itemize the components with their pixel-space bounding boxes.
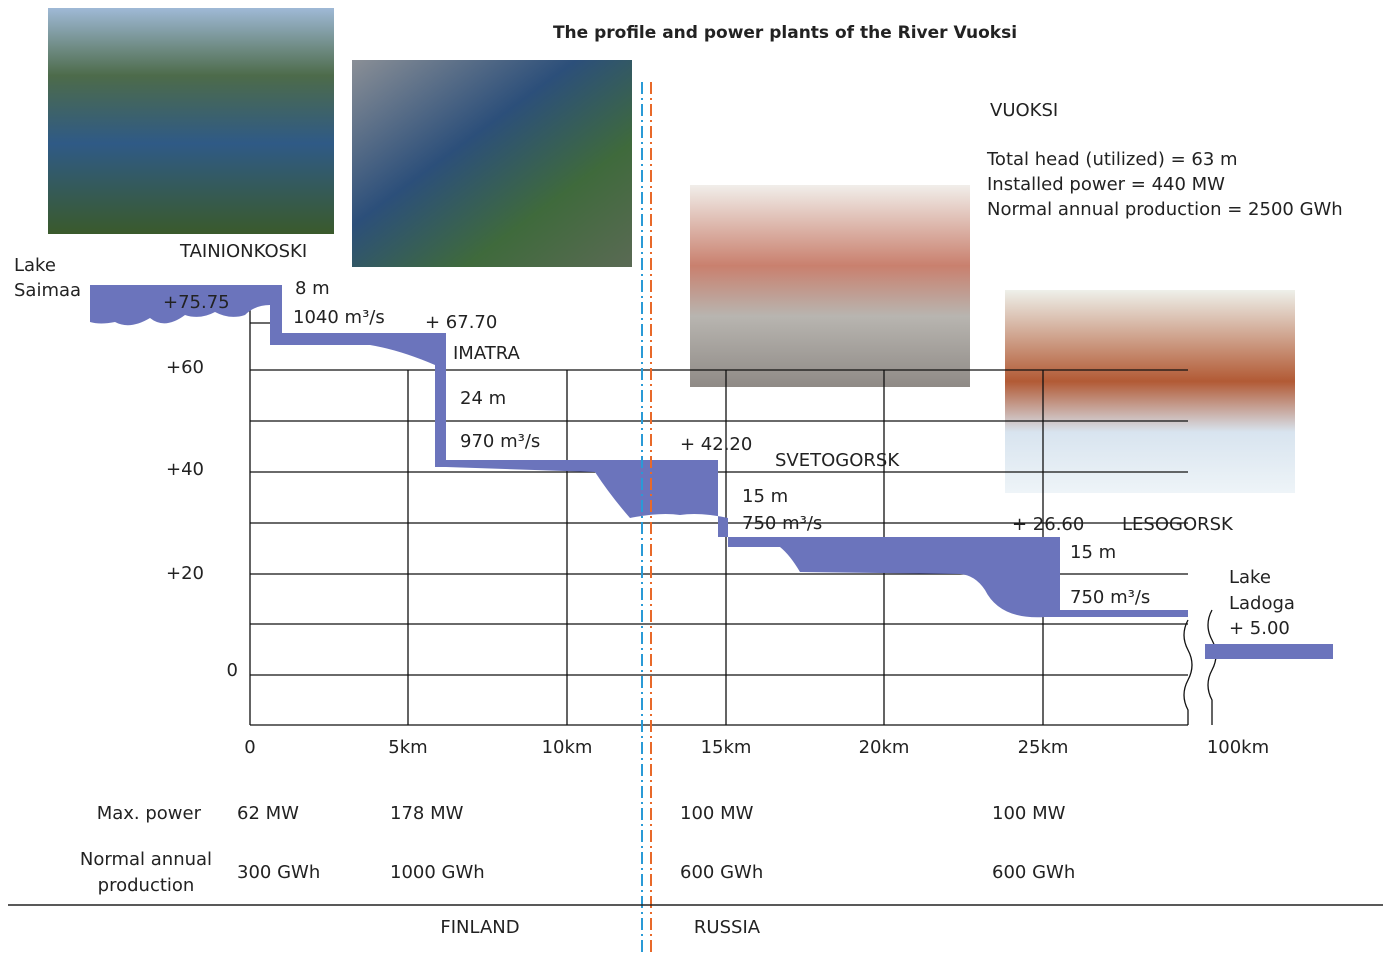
distance-label: 15km xyxy=(701,737,752,758)
plant-flow: 1040 m³/s xyxy=(293,307,385,328)
row-label: production xyxy=(98,875,195,896)
summary-name: VUOKSI xyxy=(990,100,1058,121)
lake-label: Ladoga xyxy=(1229,593,1295,614)
summary-line: Total head (utilized) = 63 m xyxy=(986,149,1238,170)
plant-production: 600 GWh xyxy=(992,862,1075,883)
plant-power: 100 MW xyxy=(992,803,1066,824)
plant-name: TAINIONKOSKI xyxy=(179,241,307,262)
plant-name: LESOGORSK xyxy=(1122,514,1234,535)
plant-power: 178 MW xyxy=(390,803,464,824)
lake-ladoga-water xyxy=(1205,644,1333,659)
distance-label: 0 xyxy=(244,737,255,758)
lake-label: Lake xyxy=(14,255,56,276)
plant-production: 1000 GWh xyxy=(390,862,485,883)
level-label: +75.75 xyxy=(163,292,230,313)
plant-flow: 750 m³/s xyxy=(742,513,822,534)
plant-power: 100 MW xyxy=(680,803,754,824)
photo-svetogorsk xyxy=(690,185,970,387)
plant-name: IMATRA xyxy=(453,343,521,364)
plant-head: 24 m xyxy=(460,388,506,409)
plant-flow: 970 m³/s xyxy=(460,431,540,452)
country-label: RUSSIA xyxy=(694,917,761,938)
lake-label: Lake xyxy=(1229,567,1271,588)
level-label: + 26.60 xyxy=(1012,514,1084,535)
plant-production: 600 GWh xyxy=(680,862,763,883)
summary-line: Normal annual production = 2500 GWh xyxy=(987,199,1343,220)
grid xyxy=(249,300,1217,726)
plant-head: 8 m xyxy=(295,278,330,299)
distance-label: 25km xyxy=(1018,737,1069,758)
level-label: + 42.20 xyxy=(680,434,752,455)
row-label: Max. power xyxy=(97,803,202,824)
plant-flow: 750 m³/s xyxy=(1070,587,1150,608)
elevation-label: 0 xyxy=(227,660,238,681)
plant-head: 15 m xyxy=(742,486,788,507)
plant-name: SVETOGORSK xyxy=(775,450,900,471)
elevation-label: +60 xyxy=(166,357,204,378)
plant-power: 62 MW xyxy=(237,803,299,824)
summary-line: Installed power = 440 MW xyxy=(987,174,1225,195)
level-label: + 67.70 xyxy=(425,312,497,333)
country-label: FINLAND xyxy=(440,917,519,938)
elevation-label: +20 xyxy=(166,563,204,584)
photo-imatra xyxy=(352,60,632,267)
photo-tainionkoski xyxy=(48,8,334,234)
plant-production: 300 GWh xyxy=(237,862,320,883)
row-label: Normal annual xyxy=(80,849,212,870)
distance-label: 10km xyxy=(542,737,593,758)
distance-label: 100km xyxy=(1207,737,1269,758)
elevation-label: +40 xyxy=(166,459,204,480)
plant-head: 15 m xyxy=(1070,542,1116,563)
title: The profile and power plants of the Rive… xyxy=(553,23,1017,43)
distance-label: 20km xyxy=(859,737,910,758)
photo-lesogorsk xyxy=(1005,290,1295,493)
distance-label: 5km xyxy=(388,737,427,758)
level-label: + 5.00 xyxy=(1229,618,1290,639)
lake-label: Saimaa xyxy=(14,280,81,301)
